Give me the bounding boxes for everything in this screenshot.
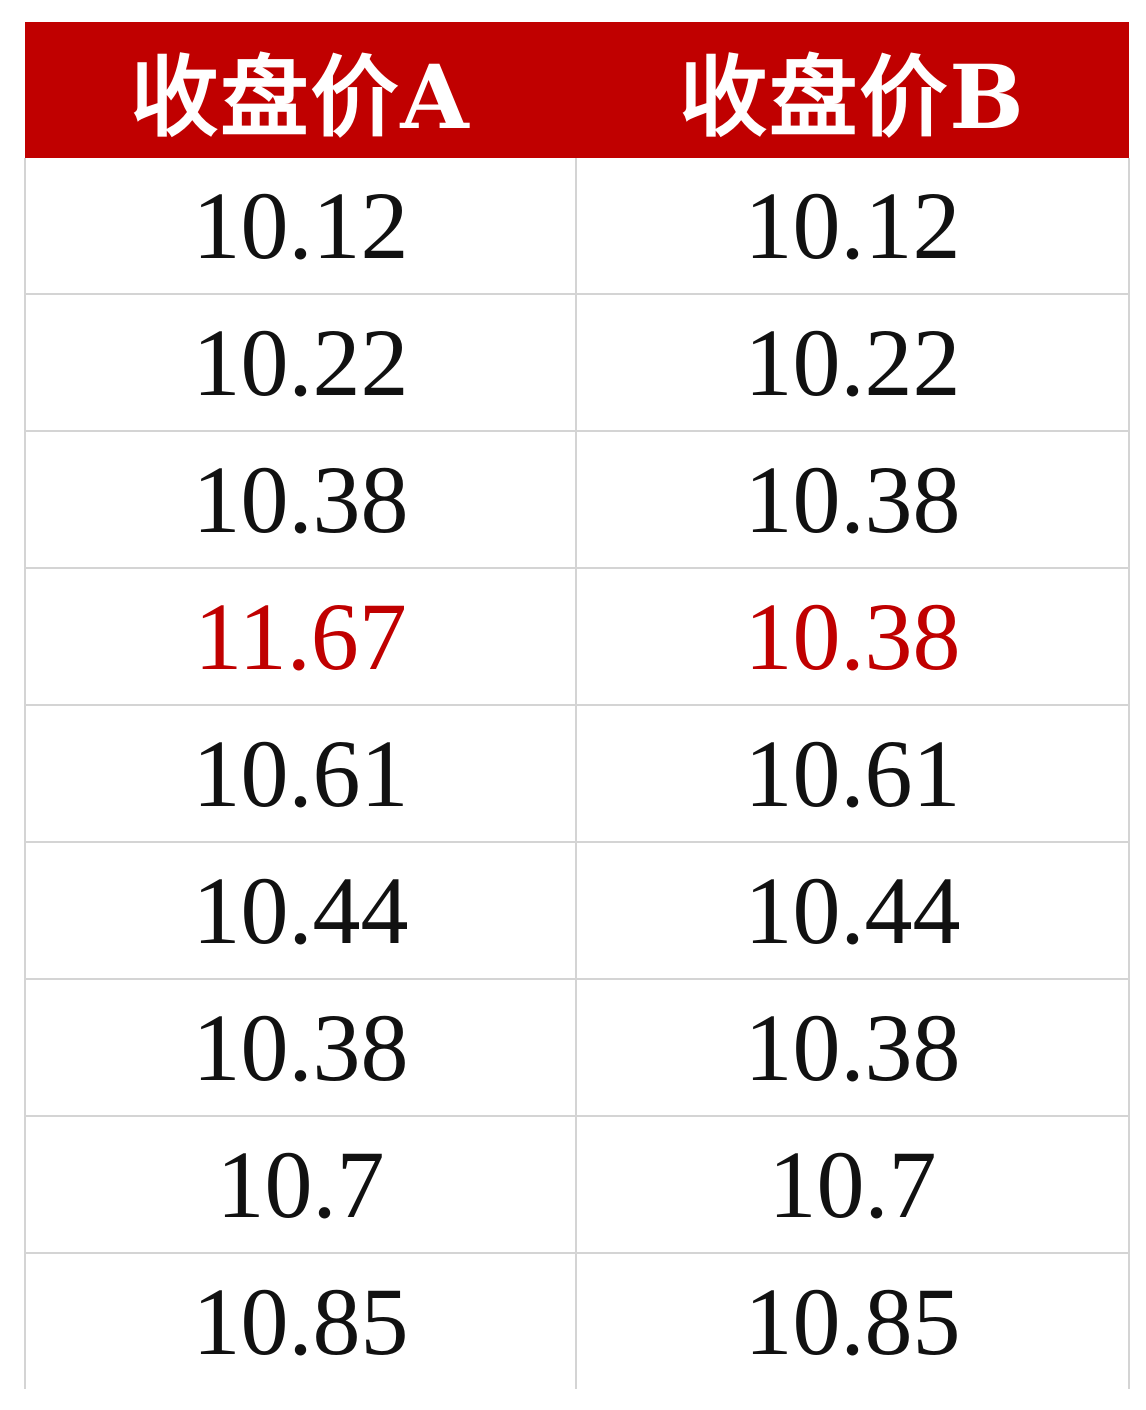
cell-closing-price-a[interactable]: 11.67 [24, 568, 577, 706]
header-cell-closing-price-a[interactable]: 收盘价A [25, 22, 576, 158]
table-header: 收盘价A 收盘价B [25, 22, 1129, 158]
closing-price-table: 收盘价A 收盘价B 10.12 10.12 10.22 10.22 10.38 … [24, 22, 1130, 1389]
cell-closing-price-a[interactable]: 10.44 [24, 842, 577, 980]
cell-closing-price-b[interactable]: 10.44 [575, 842, 1130, 980]
cell-closing-price-b[interactable]: 10.85 [575, 1253, 1130, 1389]
cell-closing-price-a[interactable]: 10.12 [24, 158, 577, 295]
cell-closing-price-b[interactable]: 10.38 [575, 568, 1130, 706]
table-row: 10.44 10.44 [24, 842, 1130, 980]
cell-closing-price-b[interactable]: 10.38 [575, 979, 1130, 1117]
table-body: 10.12 10.12 10.22 10.22 10.38 10.38 11.6… [24, 158, 1130, 1389]
table-row: 10.38 10.38 [24, 431, 1130, 569]
table-row: 10.61 10.61 [24, 705, 1130, 843]
cell-closing-price-a[interactable]: 10.61 [24, 705, 577, 843]
table-row: 10.38 10.38 [24, 979, 1130, 1117]
cell-closing-price-a[interactable]: 10.85 [24, 1253, 577, 1389]
header-cell-closing-price-b[interactable]: 收盘价B [576, 22, 1129, 158]
cell-closing-price-a[interactable]: 10.38 [24, 979, 577, 1117]
cell-closing-price-b[interactable]: 10.22 [575, 294, 1130, 432]
table-row-highlighted: 11.67 10.38 [24, 568, 1130, 706]
cell-closing-price-b[interactable]: 10.12 [575, 158, 1130, 295]
cell-closing-price-a[interactable]: 10.38 [24, 431, 577, 569]
header-row: 收盘价A 收盘价B [25, 22, 1129, 158]
cell-closing-price-b[interactable]: 10.7 [575, 1116, 1130, 1254]
table-row: 10.12 10.12 [24, 158, 1130, 295]
cell-closing-price-a[interactable]: 10.22 [24, 294, 577, 432]
cell-closing-price-b[interactable]: 10.61 [575, 705, 1130, 843]
table-row: 10.7 10.7 [24, 1116, 1130, 1254]
table-row: 10.85 10.85 [24, 1253, 1130, 1389]
spreadsheet-area: 收盘价A 收盘价B 10.12 10.12 10.22 10.22 10.38 … [24, 22, 1130, 1389]
cell-closing-price-a[interactable]: 10.7 [24, 1116, 577, 1254]
table-row: 10.22 10.22 [24, 294, 1130, 432]
cell-closing-price-b[interactable]: 10.38 [575, 431, 1130, 569]
